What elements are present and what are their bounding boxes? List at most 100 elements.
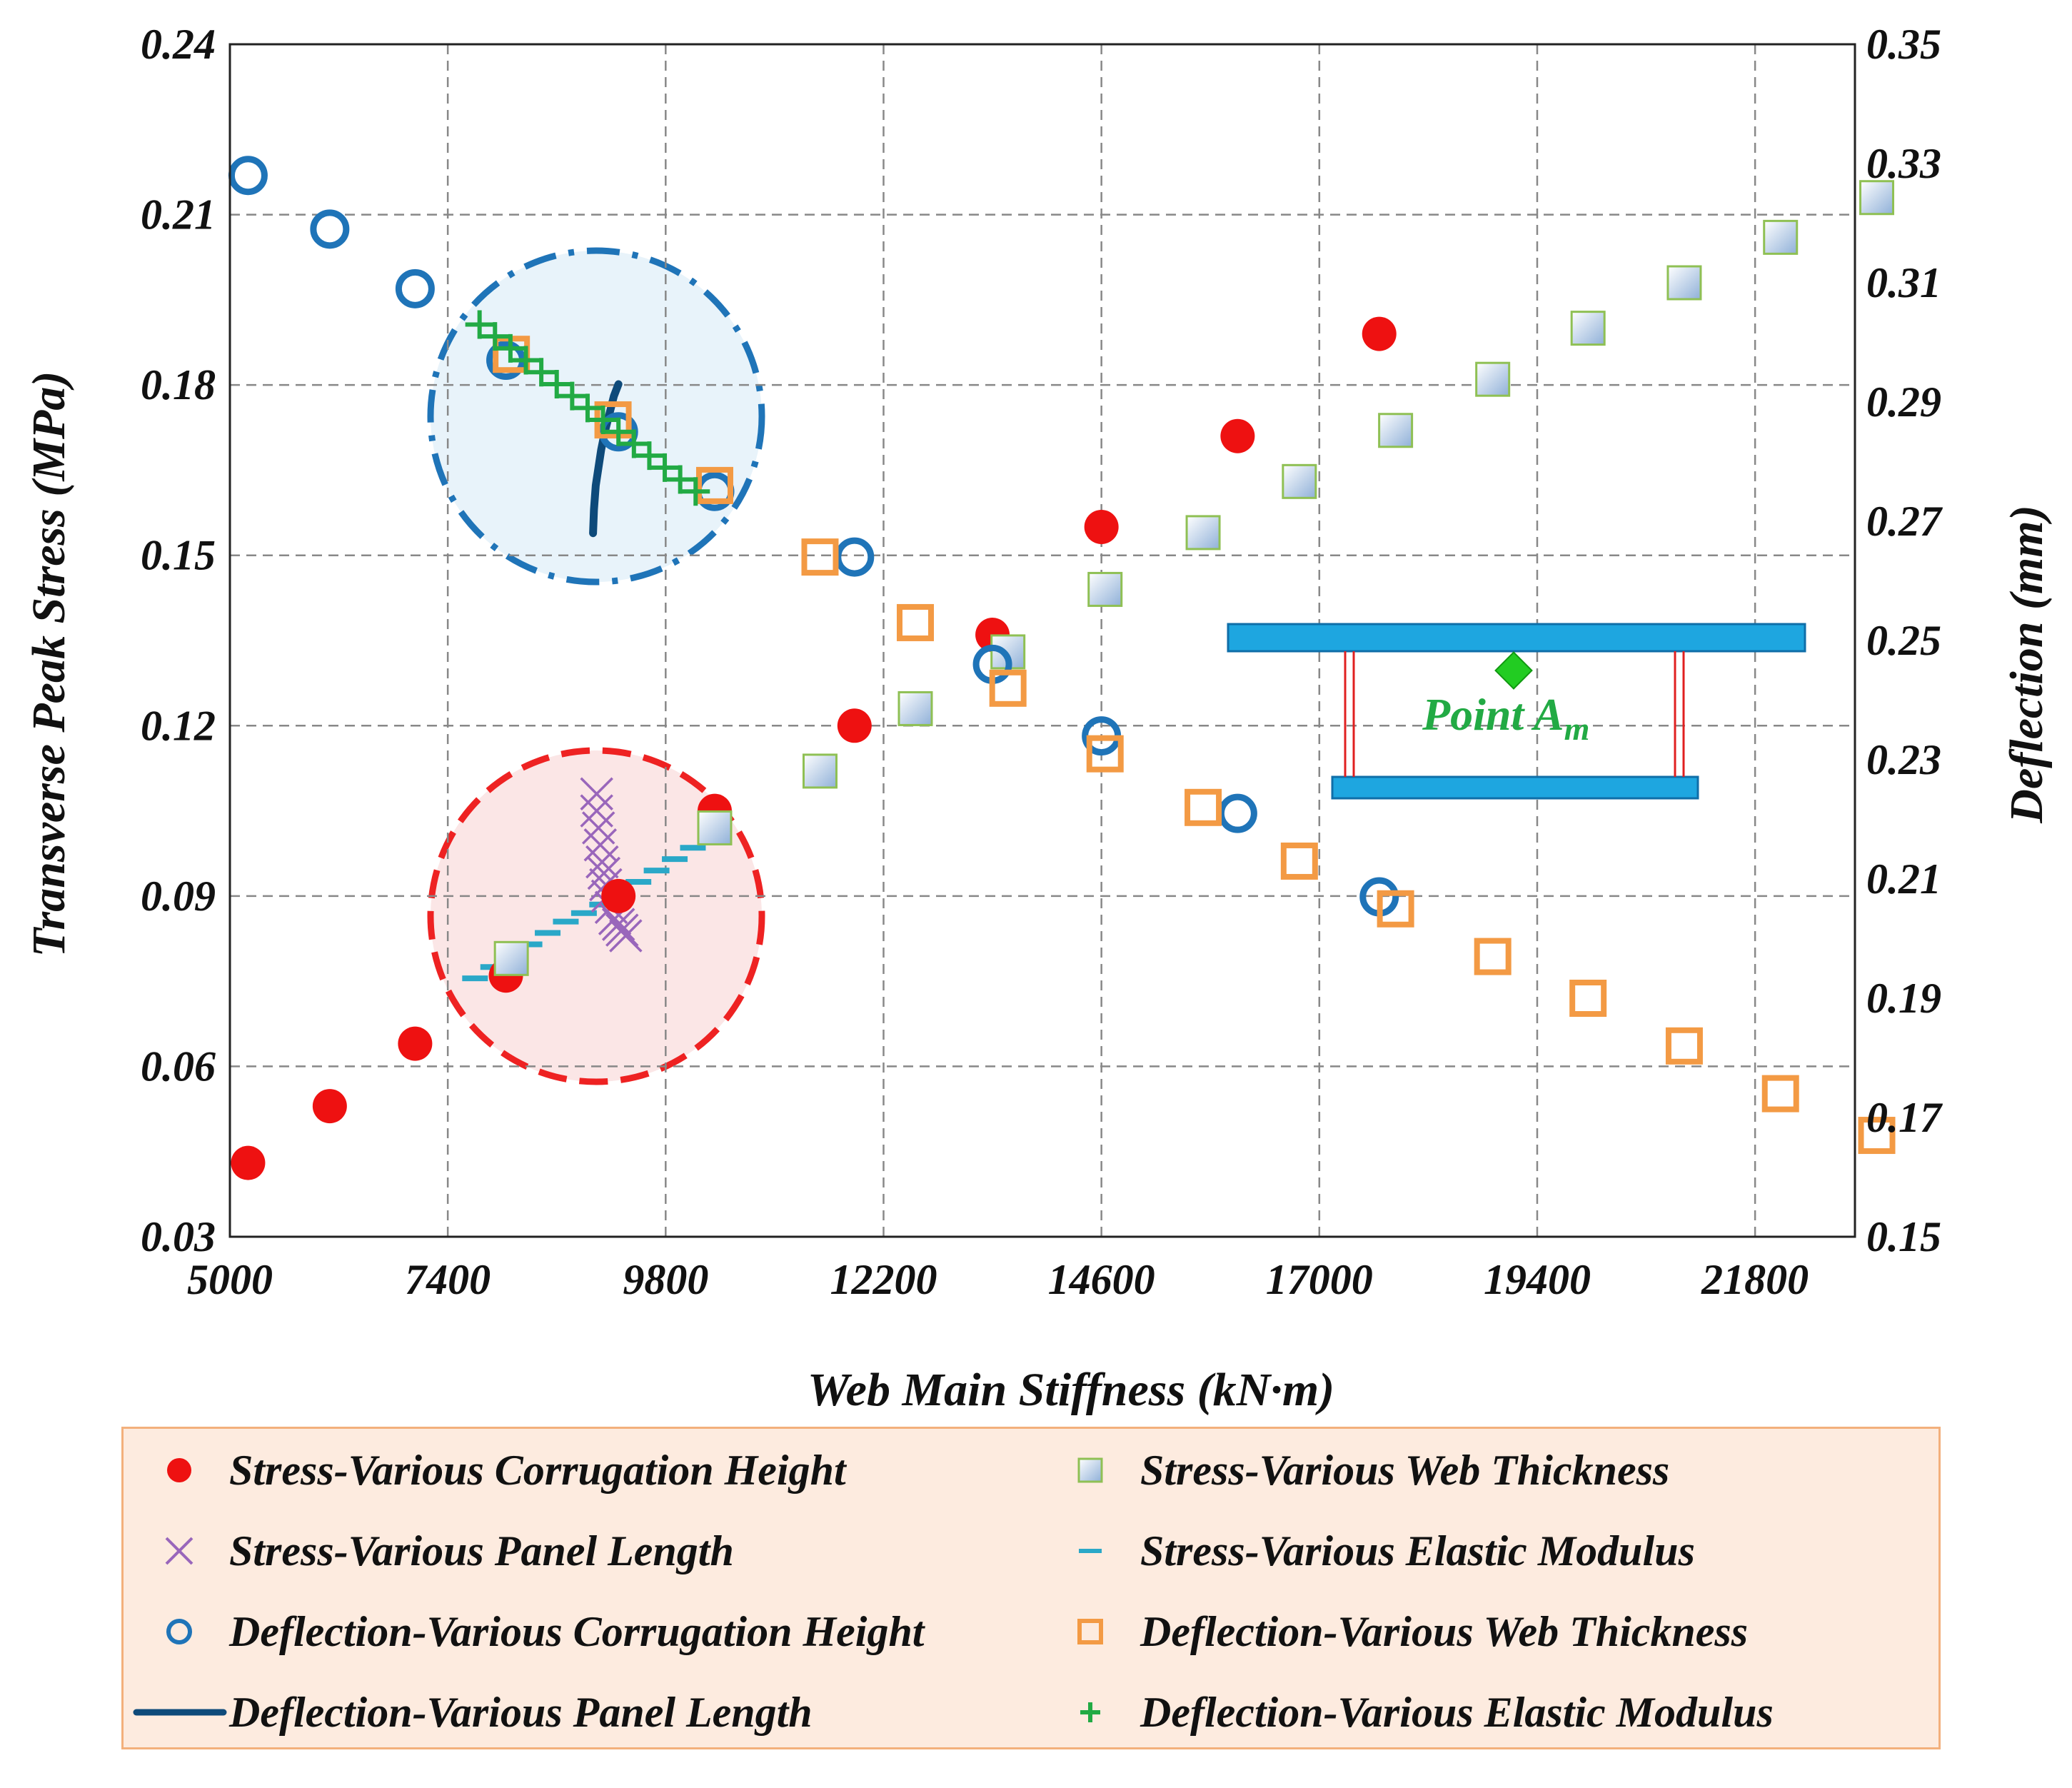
data-point	[1475, 361, 1511, 397]
data-point	[650, 453, 680, 482]
data-point	[1666, 265, 1702, 301]
data-point	[580, 777, 613, 810]
data-point	[581, 811, 615, 845]
data-point	[1378, 413, 1414, 448]
data-point	[609, 919, 643, 953]
x-tick-label: 9800	[623, 1256, 708, 1303]
data-point	[1377, 890, 1414, 928]
data-point	[1570, 311, 1606, 346]
top-flange	[1227, 623, 1806, 653]
y-axis-right-label: Deflection (mm)	[2001, 505, 2053, 823]
dash-icon	[1040, 1522, 1140, 1579]
data-point	[585, 845, 619, 879]
y-left-tick-label: 0.21	[141, 191, 216, 238]
data-point	[1569, 980, 1607, 1017]
data-point	[802, 753, 838, 789]
data-point	[1362, 316, 1397, 351]
data-point	[558, 381, 587, 411]
data-point	[580, 794, 613, 828]
point-am-icon	[1494, 651, 1533, 690]
data-point	[1474, 938, 1512, 975]
data-point	[1858, 1117, 1896, 1155]
legend-label: Stress-Various Web Thickness	[1140, 1446, 1670, 1494]
data-point	[989, 669, 1027, 707]
x-tick-label: 5000	[187, 1256, 273, 1303]
y-axis-left-label: Transverse Peak Stress (MPa)	[23, 371, 75, 958]
y-left-tick-label: 0.15	[141, 532, 216, 579]
data-point	[896, 603, 934, 641]
plot-frame	[228, 43, 1856, 1238]
data-point	[583, 828, 618, 862]
data-point	[1084, 509, 1119, 544]
data-point	[1280, 842, 1318, 880]
data-point	[542, 369, 571, 398]
data-point	[228, 156, 268, 196]
y-left-tick-label: 0.03	[141, 1213, 216, 1260]
x-axis-label: Web Main Stiffness (kN·m)	[808, 1364, 1334, 1416]
data-point	[573, 393, 602, 423]
legend-item-deflection-panel-length: Deflection-Various Panel Length	[129, 1684, 813, 1741]
y-right-tick-label: 0.33	[1866, 140, 1941, 187]
chart: Point Am 5000 7400 9800 12200 14600 17000 1940…	[23, 21, 2053, 1416]
data-point	[398, 1026, 433, 1061]
data-point	[465, 310, 494, 339]
data-point	[1086, 735, 1124, 773]
data-point	[604, 417, 633, 446]
data-point	[527, 358, 556, 387]
data-point	[511, 346, 540, 375]
legend-item-deflection-corrugation-height: Deflection-Various Corrugation Height	[129, 1603, 924, 1660]
data-point	[493, 940, 529, 976]
data-point	[665, 465, 695, 494]
data-point	[1087, 571, 1123, 607]
data-point	[310, 209, 350, 249]
open-circle-icon	[129, 1603, 229, 1660]
series-stress-various-panel-length	[580, 777, 643, 953]
data-point	[395, 268, 435, 308]
data-point	[801, 538, 839, 576]
point-am-label: Point Am	[1422, 689, 1589, 747]
legend-item-stress-web-thickness: Stress-Various Web Thickness	[1040, 1442, 1669, 1499]
data-point	[697, 810, 733, 845]
x-tick-label: 21800	[1701, 1256, 1809, 1303]
legend-label: Stress-Various Corrugation Height	[229, 1446, 846, 1494]
open-square-icon	[1040, 1603, 1140, 1660]
data-point	[635, 441, 664, 471]
x-tick-label: 19400	[1484, 1256, 1591, 1303]
data-point	[619, 429, 648, 458]
y-right-tick-label: 0.15	[1866, 1213, 1941, 1260]
data-point	[897, 690, 933, 726]
zoom-circle-stress	[427, 747, 765, 1085]
legend: Stress-Various Corrugation Height Stress…	[121, 1427, 1941, 1749]
series-stress-various-web-thickness	[493, 180, 1895, 976]
x-tick-label: 14600	[1048, 1256, 1155, 1303]
tick-labels: 5000 7400 9800 12200 14600 17000 19400 21800 0.0…	[141, 21, 1943, 1303]
legend-label: Deflection-Various Elastic Modulus	[1140, 1688, 1774, 1736]
legend-label: Stress-Various Panel Length	[229, 1527, 734, 1574]
data-point	[312, 1089, 347, 1124]
legend-label: Deflection-Various Corrugation Height	[229, 1607, 925, 1655]
gridlines	[230, 44, 1855, 1237]
y-right-tick-label: 0.27	[1866, 498, 1943, 545]
y-right-tick-label: 0.25	[1866, 617, 1941, 664]
y-left-tick-label: 0.18	[141, 361, 216, 408]
y-right-tick-label: 0.35	[1866, 21, 1941, 68]
data-series	[228, 156, 1896, 1180]
data-point	[1761, 1075, 1799, 1113]
legend-item-stress-elastic-modulus: Stress-Various Elastic Modulus	[1040, 1522, 1695, 1579]
y-right-tick-label: 0.17	[1866, 1094, 1943, 1141]
data-point	[837, 708, 872, 743]
legend-item-stress-corrugation-height: Stress-Various Corrugation Height	[129, 1442, 846, 1499]
y-right-tick-label: 0.31	[1866, 259, 1941, 306]
series-deflection-various-elastic-modulus	[465, 310, 710, 506]
series-deflection-various-web-thickness	[493, 336, 1896, 1155]
y-left-tick-label: 0.06	[141, 1043, 216, 1090]
data-point	[605, 913, 639, 947]
data-point	[1859, 180, 1895, 216]
y-right-tick-label: 0.21	[1866, 855, 1941, 903]
filled-circle-icon	[129, 1442, 229, 1499]
y-left-tick-label: 0.09	[141, 873, 216, 920]
data-point	[481, 322, 510, 351]
x-tick-label: 7400	[405, 1256, 491, 1303]
y-left-tick-label: 0.12	[141, 702, 216, 749]
legend-item-stress-panel-length: Stress-Various Panel Length	[129, 1522, 734, 1579]
